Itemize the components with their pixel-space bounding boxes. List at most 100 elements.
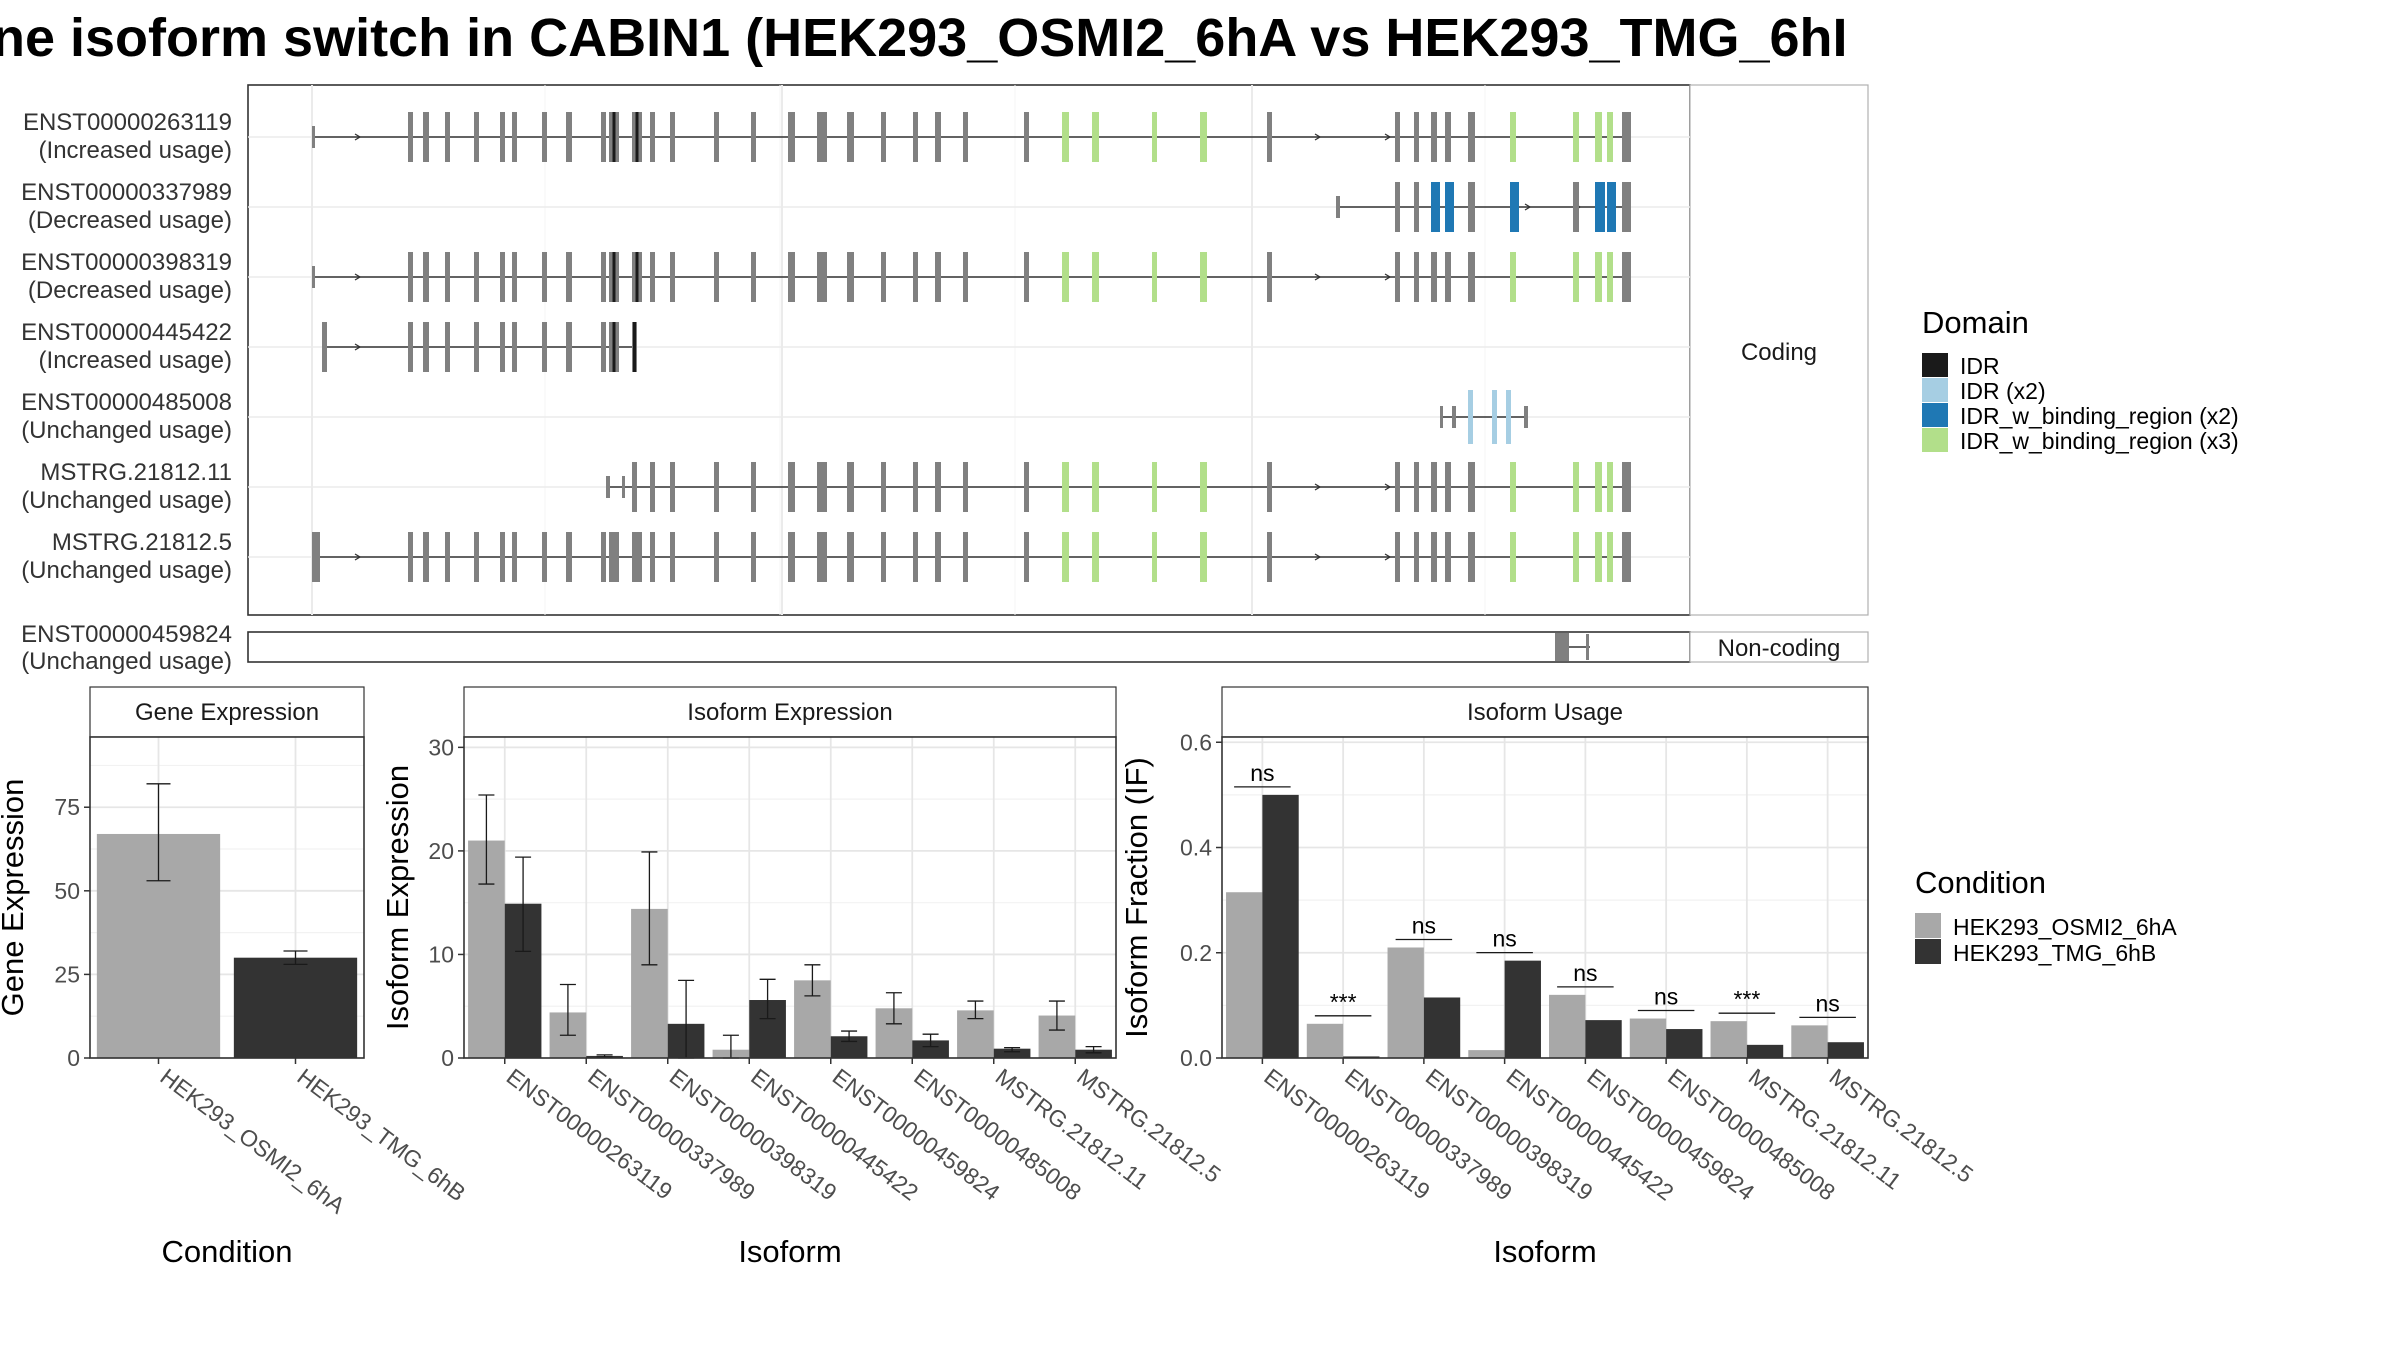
transcript-id-label: ENST00000337989 xyxy=(21,179,232,206)
exon-block xyxy=(1414,532,1419,582)
exon-block xyxy=(474,112,479,162)
exon-block xyxy=(1414,252,1419,302)
exon-block xyxy=(935,252,941,302)
exon-block xyxy=(881,462,886,512)
exon-block xyxy=(788,532,795,582)
exon-block xyxy=(788,112,795,162)
exon-block xyxy=(1468,112,1475,162)
exon-block xyxy=(542,252,547,302)
exon-block xyxy=(1468,182,1475,232)
noncoding-strip-label: Non-coding xyxy=(1718,635,1841,662)
domain-legend-swatch xyxy=(1922,353,1948,377)
exon-block xyxy=(601,532,606,582)
exon-block xyxy=(1092,252,1099,302)
domain-legend-swatch xyxy=(1922,403,1948,427)
transcript-usage-label: (Unchanged usage) xyxy=(21,648,232,675)
exon-block xyxy=(1152,462,1157,512)
strand-arrow xyxy=(1314,273,1322,281)
exon-block xyxy=(670,252,675,302)
bar xyxy=(1504,960,1541,1058)
exon-block xyxy=(606,476,610,498)
exon-block xyxy=(1595,462,1602,512)
exon-block xyxy=(1062,532,1069,582)
idr-domain-mark xyxy=(612,322,616,372)
transcript-usage-label: (Unchanged usage) xyxy=(21,557,232,584)
exon-block xyxy=(847,532,854,582)
significance-label: ns xyxy=(1250,760,1274,786)
coding-strip-label: Coding xyxy=(1741,339,1817,366)
exon-block xyxy=(817,252,827,302)
exon-block xyxy=(1152,252,1157,302)
structure-panel-border xyxy=(247,84,1691,616)
exon-block xyxy=(935,112,941,162)
exon-block xyxy=(423,532,429,582)
exon-block xyxy=(1395,252,1400,302)
y-axis-title: Isoform Expression xyxy=(380,765,415,1030)
condition-legend-swatch xyxy=(1915,913,1941,938)
idr-domain-mark xyxy=(635,252,639,302)
bar xyxy=(1827,1042,1864,1058)
exon-block xyxy=(1595,532,1602,582)
exon-block xyxy=(408,112,413,162)
bar xyxy=(233,957,358,1058)
strand-arrow xyxy=(354,273,362,281)
significance-label: ns xyxy=(1573,960,1597,986)
panel-title: Isoform Expression xyxy=(687,699,892,726)
binding-domain-block xyxy=(1607,182,1616,232)
y-tick-label: 20 xyxy=(428,838,454,864)
exon-block xyxy=(1200,462,1207,512)
exon-block xyxy=(1440,406,1443,428)
exon-block xyxy=(1510,112,1516,162)
transcript-id-label: MSTRG.21812.11 xyxy=(40,459,232,486)
exon-block xyxy=(1573,182,1579,232)
exon-block xyxy=(445,532,450,582)
exon-block xyxy=(1414,462,1419,512)
transcript-usage-label: (Increased usage) xyxy=(39,137,232,164)
exon-block xyxy=(1573,112,1579,162)
x-axis-title: Condition xyxy=(162,1234,293,1269)
exon-block xyxy=(1573,532,1579,582)
exon-block xyxy=(1024,252,1029,302)
exon-block xyxy=(847,112,854,162)
idr-domain-mark xyxy=(612,112,616,162)
idr-x2-domain-block xyxy=(1492,390,1497,444)
exon-block xyxy=(474,322,479,372)
bar xyxy=(1306,1023,1344,1058)
exon-block xyxy=(1607,532,1613,582)
exon-block xyxy=(913,532,918,582)
exon-block xyxy=(1062,112,1069,162)
exon-block xyxy=(500,322,505,372)
exon-block xyxy=(512,112,517,162)
exon-block xyxy=(1595,112,1602,162)
exon-block xyxy=(500,252,505,302)
exon-block xyxy=(1395,112,1400,162)
domain-legend-title: Domain xyxy=(1922,305,2029,340)
exon-block xyxy=(913,252,918,302)
significance-label: *** xyxy=(1733,986,1760,1012)
exon-block xyxy=(632,462,637,512)
strand-arrow xyxy=(1314,483,1322,491)
exon-block xyxy=(408,532,413,582)
exon-block xyxy=(1267,252,1272,302)
exon-block xyxy=(1573,462,1579,512)
bar xyxy=(912,1040,949,1058)
exon-block xyxy=(408,252,413,302)
exon-block xyxy=(1524,406,1528,428)
idr-domain-mark xyxy=(635,112,639,162)
bar xyxy=(993,1048,1031,1058)
y-tick-label: 0 xyxy=(441,1045,454,1071)
exon-block xyxy=(1431,462,1437,512)
domain-legend-item-label: IDR (x2) xyxy=(1960,378,2046,404)
x-tick-label: MSTRG.21812.5 xyxy=(1072,1063,1225,1188)
exon-block xyxy=(622,476,625,498)
bar xyxy=(1468,1050,1505,1058)
y-tick-label: 0.2 xyxy=(1180,940,1212,966)
bar xyxy=(1746,1044,1784,1058)
exon-block xyxy=(1573,252,1579,302)
exon-block xyxy=(963,112,968,162)
exon-block xyxy=(1092,462,1099,512)
exon-block xyxy=(512,252,517,302)
strand-arrow xyxy=(1384,553,1392,561)
exon-block xyxy=(542,532,547,582)
